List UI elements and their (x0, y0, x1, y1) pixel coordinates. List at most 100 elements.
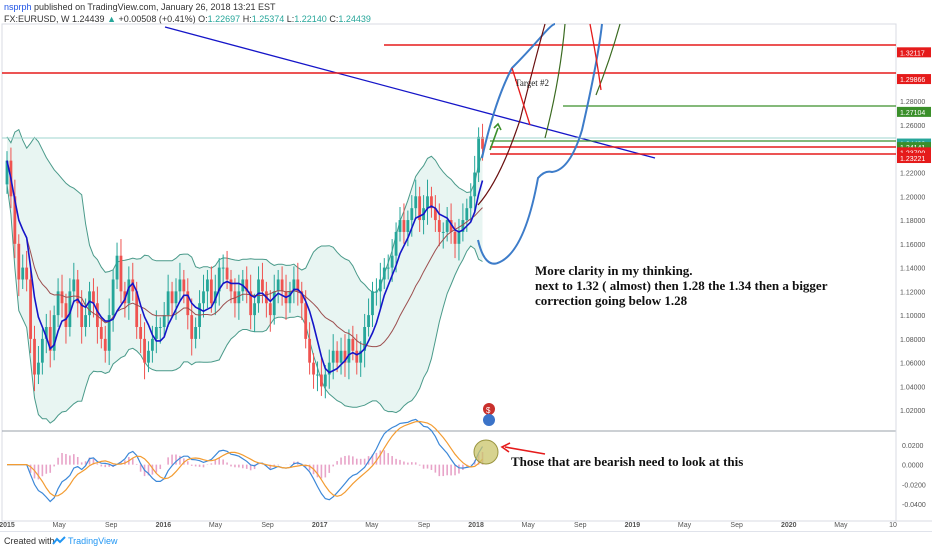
candle-body (339, 350, 343, 363)
candle-body (237, 291, 241, 304)
price-label-box (897, 106, 931, 117)
candle-body (178, 279, 182, 292)
price-tick-label: 1.04000 (900, 384, 925, 391)
projection-red-drop-1 (511, 67, 531, 126)
candle-body (131, 279, 135, 292)
candle-body (68, 291, 72, 327)
candle-body (469, 196, 473, 209)
candle-body (182, 279, 186, 292)
candle-body (64, 303, 68, 327)
price-label-text: 1.23221 (900, 156, 925, 163)
candle-body (147, 350, 150, 363)
candle-body (272, 291, 276, 316)
time-tick-label: 2020 (781, 522, 797, 529)
tradingview-brand-link[interactable]: TradingView (68, 536, 118, 546)
time-tick-label: Sep (574, 522, 587, 529)
symbol-name: FX:EURUSD, W (4, 14, 70, 24)
projection-lower-arc (477, 23, 603, 265)
candle-body (151, 338, 154, 351)
candle-body (92, 291, 95, 304)
candle-body (84, 315, 87, 327)
candle-body (296, 279, 300, 292)
time-axis: 2015 May Sep 2016 May Sep 2017 May Sep 2018 May Sep… (0, 522, 897, 529)
candle-body (375, 291, 378, 293)
candle-body (304, 303, 308, 339)
candle-body (371, 291, 374, 316)
chart-header: nsprph published on TradingView.com, Jan… (0, 0, 932, 26)
candle-body (209, 279, 213, 304)
time-tick-label: Sep (730, 522, 743, 529)
candle-body (323, 374, 327, 387)
fast-moving-average (6, 160, 484, 374)
price-label-text: 1.27104 (900, 110, 925, 117)
candle-body (127, 279, 131, 304)
price-label-box (897, 47, 931, 58)
projection-dark-curve (477, 23, 546, 206)
event-markers[interactable]: $ (483, 403, 495, 426)
candle-body (72, 279, 76, 292)
candle-body (88, 291, 91, 316)
candlesticks (5, 123, 484, 399)
candle-body (119, 255, 123, 292)
candle-body (154, 327, 158, 339)
event-flag-icon[interactable] (483, 403, 495, 415)
candle-body (320, 374, 323, 387)
candle-body (426, 196, 429, 209)
candle-body (166, 291, 170, 316)
candle-body (206, 279, 209, 292)
candle-body (245, 279, 249, 292)
low-label: L: (286, 14, 295, 24)
candle-body (433, 208, 437, 221)
candle-body (56, 291, 60, 316)
candle-body (253, 303, 256, 316)
price-tick-label: 1.08000 (900, 337, 925, 344)
bollinger-bands (6, 128, 483, 424)
candle-body (327, 362, 331, 375)
price-tick-label: 1.28000 (900, 99, 925, 106)
candle-body (406, 220, 410, 232)
osc-tick-label: -0.0400 (902, 502, 926, 509)
time-tick-label: May (522, 522, 536, 529)
highlight-circle (473, 439, 499, 465)
candle-body (386, 267, 390, 269)
projection-upper-arc (481, 23, 556, 159)
time-tick-label: 2016 (156, 522, 172, 529)
candle-body (202, 291, 205, 304)
price-tick-label: 1.26000 (900, 123, 925, 130)
candle-body (394, 231, 398, 256)
candle-body (477, 136, 480, 173)
candle-body (44, 327, 48, 339)
price-tick-label: 1.06000 (900, 361, 925, 368)
event-flag-icon-2[interactable] (483, 414, 495, 426)
candle-body (441, 231, 445, 233)
symbol-ohlc-line: FX:EURUSD, W 1.24439 ▲ +0.00508 (+0.41%)… (4, 14, 371, 24)
lower-band (6, 184, 483, 424)
candle-body (481, 136, 484, 149)
time-tick-label: 10 (889, 522, 897, 529)
candle-body (80, 303, 84, 327)
candle-body (335, 350, 339, 363)
candle-body (410, 208, 414, 221)
high-label: H: (242, 14, 252, 24)
time-tick-label: 2017 (312, 522, 328, 529)
time-tick-label: Sep (418, 522, 431, 529)
candle-body (437, 220, 441, 232)
candle-body (300, 291, 304, 304)
candle-body (225, 267, 229, 280)
price-label-text: 1.32117 (900, 50, 925, 57)
candle-body (418, 196, 422, 221)
candle-body (48, 327, 52, 351)
time-tick-label: May (209, 522, 223, 529)
publish-text: published on TradingView.com, January 26… (34, 2, 276, 12)
oscillator-signal-line (7, 418, 484, 503)
candle-body (13, 196, 17, 244)
candle-body (249, 291, 253, 316)
time-tick-label: 2015 (0, 522, 15, 529)
price-label-box (897, 142, 931, 153)
price-labels: 1.321171.298661.271041.244391.241411.237… (897, 47, 931, 164)
close-label: C: (329, 14, 339, 24)
candle-body (174, 291, 178, 304)
author-link[interactable]: nsprph (4, 2, 32, 12)
projection-green-curve-1 (544, 23, 566, 139)
